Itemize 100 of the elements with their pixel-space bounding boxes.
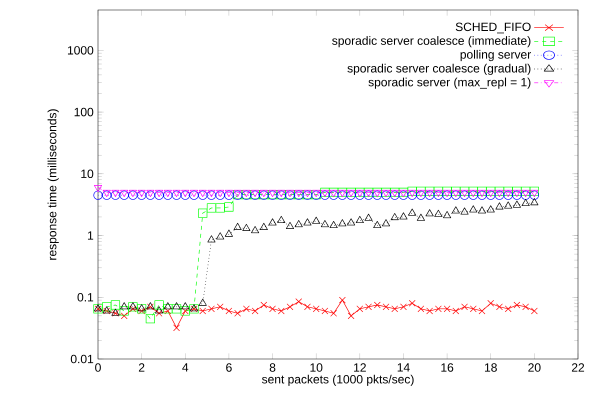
point: [303, 218, 312, 226]
point: [391, 305, 398, 312]
point: [110, 190, 120, 200]
point: [365, 303, 372, 310]
point: [260, 190, 268, 197]
point: [146, 314, 155, 324]
point: [514, 302, 520, 308]
point: [224, 230, 233, 237]
point: [216, 190, 225, 200]
point: [443, 211, 452, 218]
point: [155, 190, 164, 197]
point: [531, 308, 538, 314]
point: [304, 303, 311, 310]
point: [512, 190, 521, 197]
point: [512, 190, 522, 200]
point: [322, 308, 328, 314]
point: [120, 190, 128, 197]
point: [530, 186, 539, 196]
point: [130, 305, 136, 312]
point: [155, 306, 164, 314]
x-tick-label: 10: [310, 363, 322, 372]
point: [381, 190, 391, 200]
point: [320, 220, 329, 228]
point: [260, 222, 268, 230]
point: [460, 207, 469, 215]
point: [434, 186, 443, 196]
x-tick-label: 22: [572, 363, 584, 372]
point: [137, 190, 146, 200]
point: [330, 220, 338, 228]
point: [470, 305, 477, 312]
point: [494, 190, 504, 200]
point: [452, 190, 460, 197]
point: [330, 310, 337, 317]
point: [172, 190, 181, 197]
point: [181, 302, 190, 310]
point: [294, 220, 303, 228]
point: [425, 190, 434, 200]
point: [329, 190, 338, 200]
point: [216, 203, 225, 213]
point: [390, 190, 400, 200]
x-axis-title: sent packets (1000 pkts/sec): [262, 374, 414, 386]
point: [504, 305, 512, 312]
point: [216, 303, 224, 310]
point: [102, 190, 112, 200]
point: [224, 202, 234, 212]
point: [260, 302, 268, 308]
point: [434, 210, 442, 217]
point: [530, 198, 538, 206]
point: [216, 190, 224, 197]
point: [356, 216, 364, 223]
point: [444, 305, 450, 312]
point: [234, 310, 241, 317]
point: [164, 308, 172, 314]
point: [442, 190, 452, 200]
point: [486, 205, 495, 212]
point: [416, 190, 425, 197]
point: [190, 190, 198, 197]
point: [486, 190, 496, 200]
point: [154, 300, 164, 310]
point: [400, 303, 407, 310]
point: [495, 190, 504, 197]
point: [189, 190, 199, 200]
point: [512, 186, 522, 196]
point: [286, 222, 294, 229]
point: [522, 190, 530, 197]
point: [277, 216, 286, 223]
y-tick-label: 1000: [68, 46, 94, 55]
point: [469, 190, 478, 197]
point: [477, 190, 487, 200]
point: [172, 304, 182, 314]
point: [234, 222, 242, 230]
point: [486, 190, 495, 197]
point: [408, 208, 416, 216]
point: [172, 190, 182, 200]
x-tick-label: 18: [484, 363, 497, 372]
point: [398, 190, 408, 200]
point: [312, 305, 320, 312]
point: [252, 308, 258, 314]
point: [460, 190, 469, 197]
legend-label: sporadic server (max_repl = 1): [368, 78, 530, 89]
point: [468, 190, 478, 200]
point: [434, 190, 443, 200]
point: [164, 190, 172, 197]
point: [207, 190, 216, 197]
point: [416, 214, 425, 221]
point: [224, 190, 233, 197]
y-tick-label: 0.1: [78, 293, 94, 302]
point: [312, 190, 320, 197]
point: [530, 190, 539, 200]
point: [156, 310, 162, 317]
point: [521, 190, 530, 200]
point: [522, 303, 529, 310]
point: [504, 190, 513, 200]
point: [512, 200, 521, 208]
point: [382, 303, 390, 310]
point: [477, 186, 487, 196]
point: [521, 186, 530, 196]
y-tick-label: 100: [74, 108, 94, 116]
point: [312, 216, 320, 224]
point: [120, 306, 129, 316]
